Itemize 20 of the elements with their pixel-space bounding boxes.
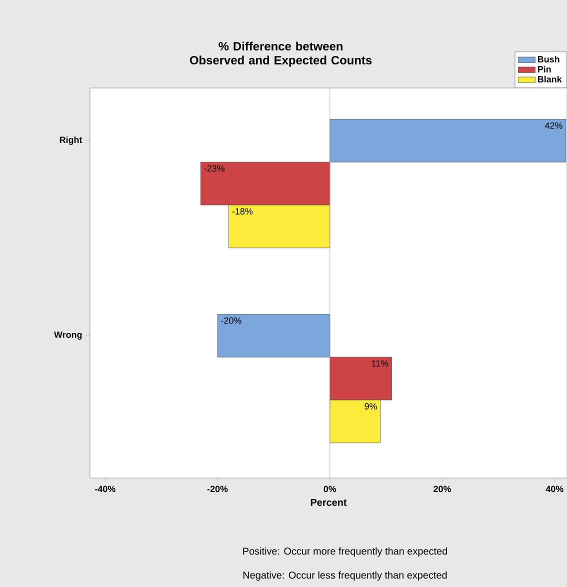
data-label: -23% bbox=[204, 165, 224, 172]
x-tick-label: 40% bbox=[546, 486, 564, 492]
text: Positive: Occur more frequently than expected bbox=[243, 547, 447, 557]
x-tick-label: -20% bbox=[207, 486, 228, 492]
data-label: 9% bbox=[364, 403, 377, 410]
y-tick-label: Right bbox=[60, 136, 82, 145]
data-label: 42% bbox=[544, 122, 562, 129]
data-label: -20% bbox=[221, 317, 242, 324]
text: Negative: Occur less frequently than expected bbox=[243, 571, 447, 581]
legend-label: Blank bbox=[538, 76, 562, 82]
x-tick-label: 0% bbox=[324, 486, 336, 492]
x-tick-label: 20% bbox=[434, 486, 451, 492]
data-label: -18% bbox=[232, 208, 252, 215]
data-label: 11% bbox=[372, 360, 388, 367]
x-axis-title: Percent bbox=[310, 498, 347, 506]
x-tick-label: -40% bbox=[94, 486, 116, 492]
legend-label: Bush bbox=[538, 56, 560, 62]
y-tick-label: Wrong bbox=[54, 332, 82, 340]
legend-label: Pin bbox=[538, 66, 551, 72]
chart-title: % Difference between Observed and Expected Counts bbox=[190, 42, 372, 67]
